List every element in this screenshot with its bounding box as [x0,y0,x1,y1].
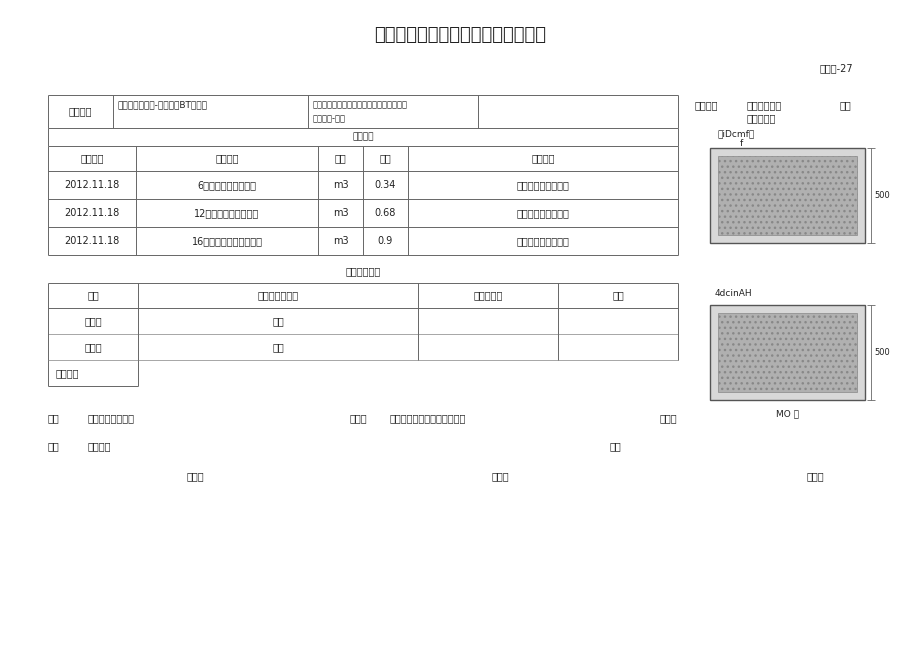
Text: m3: m3 [333,180,348,190]
Text: 合格: 合格 [272,342,284,352]
Text: 500: 500 [873,191,889,200]
Text: 符合设计及规范要求: 符合设计及规范要求 [516,208,569,218]
Text: 证、单编号: 证、单编号 [472,291,502,300]
Text: 2012.11.18: 2012.11.18 [64,180,119,190]
Text: 2012.11.18: 2012.11.18 [64,236,119,246]
Text: 复合肆: 复合肆 [85,342,102,352]
Text: 2012.11.18: 2012.11.18 [64,208,119,218]
Text: 施工单位: 施工单位 [352,133,373,142]
Text: 年月日: 年月日 [491,471,508,481]
Text: 代表：: 代表： [659,413,677,423]
Text: 单位: 单位 [335,153,346,164]
Bar [709,305,864,400]
Text: 符合设计及规范要求: 符合设计及规范要求 [516,236,569,246]
Text: 500: 500 [873,348,889,357]
Bar [717,313,857,392]
Text: 检查结论: 检查结论 [56,368,79,378]
Text: 0.34: 0.34 [374,180,396,190]
Text: 施工单位-八（: 施工单位-八（ [312,114,346,124]
Text: 』iDcmf『: 』iDcmf『 [717,129,754,138]
Text: 、一田八重庆市双桥区红岩建筑安装有限责: 、一田八重庆市双桥区红岩建筑安装有限责 [312,101,407,109]
Text: 0.68: 0.68 [374,208,396,218]
Text: 渝建纥-27: 渝建纥-27 [819,63,853,73]
Text: 工程名称: 工程名称 [69,107,92,116]
Text: 数量: 数量 [380,153,391,164]
Text: 隐蔽日期: 隐蔽日期 [80,153,104,164]
Text: m3: m3 [333,208,348,218]
Text: 监理工程师（建设单位代表）: 监理工程师（建设单位代表） [390,413,466,423]
Bar [709,148,864,243]
Text: （种植穴施基肥）工程隐蔽检查记录: （种植穴施基肥）工程隐蔽检查记录 [374,26,545,44]
Text: 腐殖土: 腐殖土 [85,316,102,326]
Text: MO 口: MO 口 [775,410,798,419]
Text: 合格: 合格 [272,316,284,326]
Text: 有关检测资料: 有关检测资料 [345,266,380,276]
Text: f: f [739,138,743,148]
Text: 备注: 备注 [611,291,623,300]
Text: 4dcinAH: 4dcinAH [714,289,752,298]
Text: 项目技术负责人：: 项目技术负责人： [88,413,135,423]
Text: 隐蔽内容: 隐蔽内容 [215,153,239,164]
Text: 施工: 施工 [48,413,60,423]
Text: 检测数据、结论: 检测数据、结论 [257,291,299,300]
Text: 0.9: 0.9 [378,236,392,246]
Text: 符合设计及规范要求: 符合设计及规范要求 [516,180,569,190]
Text: 永川区文曲广场-期工程（BT模式）: 永川区文曲广场-期工程（BT模式） [118,100,208,109]
Text: 6株紫荆种植穴施基肆: 6株紫荆种植穴施基肆 [198,180,256,190]
Text: 记录人：: 记录人： [88,441,111,451]
Text: 单位: 单位 [48,441,60,451]
Text: 监理单: 监理单 [349,413,368,423]
Text: 年月日: 年月日 [805,471,823,481]
Text: 16株紫叶李种植穴施基肆: 16株紫叶李种植穴施基肆 [191,236,262,246]
Text: 图号: 图号 [839,100,851,110]
Text: 名称: 名称 [87,291,98,300]
Text: 检查部位: 检查部位 [694,100,718,110]
Bar [717,156,857,235]
Text: 单位: 单位 [609,441,621,451]
Text: 文曲广场雕塑: 文曲广场雕塑 [746,100,781,110]
Text: 检查情况: 检查情况 [530,153,554,164]
Text: 年月日: 年月日 [186,471,204,481]
Text: 左侧种植穴: 左侧种植穴 [746,113,776,123]
Text: 12株紫薇种植穴施基肆: 12株紫薇种植穴施基肆 [194,208,259,218]
Text: m3: m3 [333,236,348,246]
